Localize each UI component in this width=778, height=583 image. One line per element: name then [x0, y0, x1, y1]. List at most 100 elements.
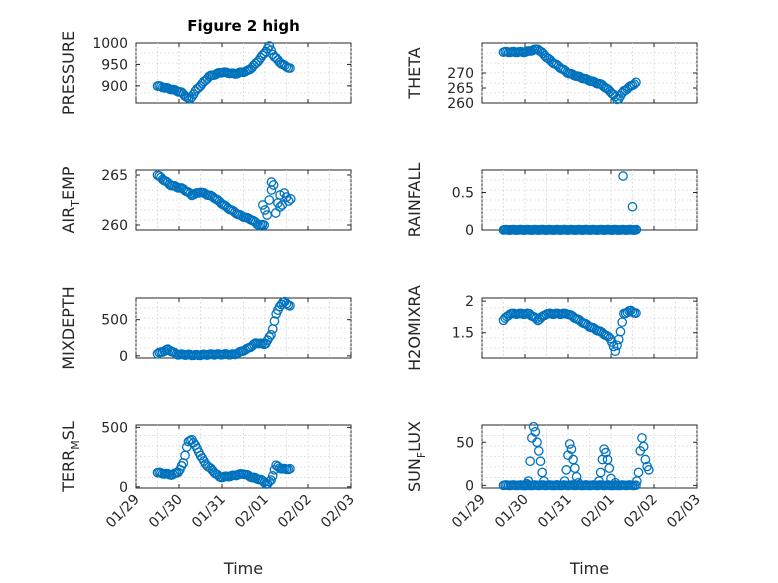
data-point — [638, 441, 649, 452]
data-point — [627, 201, 638, 212]
data-point — [601, 83, 612, 94]
data-point — [615, 326, 626, 337]
subplot-7: 0 500 TERRMSL 01/29 01/30 01/31 02/01 02/02 02/0… — [59, 420, 358, 578]
data-point — [285, 463, 295, 474]
data-point — [523, 476, 534, 486]
x-tick-label: 02/02 — [621, 492, 661, 532]
data-point — [631, 480, 641, 491]
subplot-1: 900 950 1000 PRESSURE Figure 2 high — [59, 17, 352, 115]
y-tick-label: 950 — [101, 57, 128, 73]
data-point — [250, 217, 261, 228]
data-point — [266, 475, 276, 485]
data-point — [603, 331, 614, 342]
y-tick-label: 260 — [101, 218, 128, 234]
data-point — [252, 219, 263, 230]
subplot-4: 0 0.5 RAINFALL — [405, 163, 698, 239]
data-point — [204, 462, 214, 473]
data-point — [533, 446, 544, 456]
y-tick-label: 0 — [465, 223, 474, 239]
data-point — [266, 177, 277, 187]
data-point — [254, 55, 264, 66]
y-axis-label: H2OMIXRA — [405, 285, 424, 371]
y-tick-label: 0.5 — [452, 186, 474, 202]
data-point — [631, 77, 641, 88]
data-point — [521, 478, 532, 489]
x-tick-label: 01/29 — [103, 492, 143, 532]
data-point — [268, 180, 279, 190]
data-point — [285, 300, 295, 311]
data-point — [618, 171, 628, 181]
chart-title: Figure 2 high — [187, 17, 300, 35]
data-point — [525, 456, 536, 467]
y-tick-label: 0 — [465, 478, 474, 494]
x-axis-label: Time — [223, 559, 263, 578]
data-point — [260, 205, 270, 215]
data-point — [573, 477, 584, 488]
data-point — [264, 195, 275, 205]
x-tick-label: 02/03 — [318, 492, 358, 532]
data-point — [259, 220, 269, 230]
x-tick-label: 02/01 — [232, 492, 272, 532]
data-point — [543, 53, 554, 64]
subplot-5: 0 500 MIXDEPTH — [59, 286, 352, 370]
data-point — [607, 337, 617, 347]
subplot-6: 1.5 2 H2OMIXRA — [405, 285, 698, 371]
data-point — [248, 60, 259, 71]
y-tick-label: 1000 — [92, 36, 128, 52]
data-point — [564, 439, 575, 449]
x-axis-label: Time — [569, 559, 609, 578]
data-point — [264, 332, 275, 342]
data-point — [610, 346, 621, 357]
data-point — [631, 308, 641, 318]
data-point — [264, 41, 275, 51]
y-axis-label: TERRMSL — [59, 421, 82, 493]
data-point — [559, 476, 570, 486]
data-point — [633, 467, 644, 478]
x-tick-label: 02/01 — [578, 492, 618, 532]
data-point — [604, 463, 615, 474]
x-tick-label: 01/31 — [535, 492, 575, 532]
x-tick-label: 02/03 — [664, 492, 704, 532]
data-point — [197, 78, 208, 89]
data-point — [571, 471, 582, 482]
y-tick-label: 0 — [119, 480, 128, 496]
y-tick-label: 50 — [456, 435, 474, 451]
data-point — [640, 454, 651, 465]
data-point — [283, 196, 294, 206]
x-tick-label: 01/30 — [146, 492, 186, 532]
y-axis-label: THETA — [405, 47, 424, 99]
data-point — [629, 79, 640, 90]
y-tick-label: 265 — [101, 168, 128, 184]
y-tick-label: 2 — [465, 294, 474, 310]
data-point — [266, 329, 276, 340]
data-point — [190, 86, 201, 96]
y-tick-label: 0 — [119, 349, 128, 365]
y-axis-label: MIXDEPTH — [59, 286, 78, 369]
data-point — [530, 427, 541, 437]
y-tick-label: 500 — [101, 420, 128, 436]
y-axis-label: AIRTEMP — [59, 166, 82, 233]
data-point — [643, 465, 654, 475]
y-tick-label: 900 — [101, 79, 128, 95]
x-tick-label: 01/29 — [449, 492, 489, 532]
x-tick-label: 01/30 — [492, 492, 532, 532]
data-point — [285, 194, 296, 204]
data-point — [285, 63, 295, 73]
y-axis-label: PRESSURE — [59, 31, 78, 115]
data-point — [600, 447, 611, 458]
y-tick-label: 265 — [447, 81, 474, 97]
data-point — [250, 58, 261, 69]
y-tick-label: 260 — [447, 96, 474, 112]
data-point — [275, 202, 285, 212]
data-point — [566, 444, 577, 455]
data-point — [267, 471, 278, 481]
data-point — [535, 456, 546, 467]
subplot-8: 0 50 SUNFLUX 01/29 01/30 01/31 02/01 02/02 02/03… — [405, 421, 704, 578]
y-tick-label: 1.5 — [452, 326, 474, 342]
data-point — [612, 340, 622, 351]
y-tick-label: 270 — [447, 66, 474, 82]
data-point — [528, 421, 539, 432]
data-point — [607, 88, 617, 99]
